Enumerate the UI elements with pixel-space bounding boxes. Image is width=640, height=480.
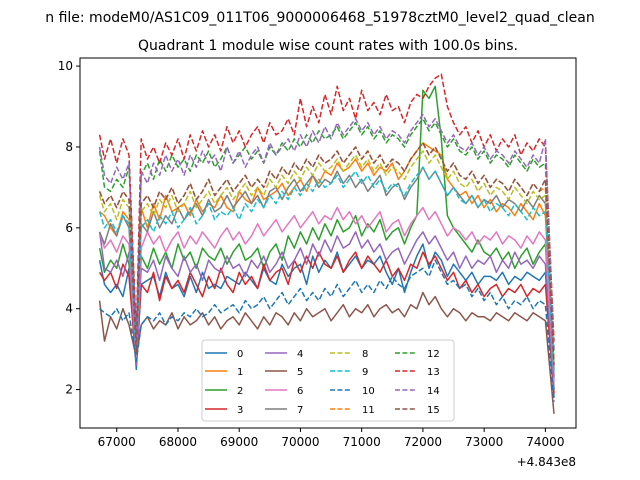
series-line-15 (98, 142, 555, 366)
x-tick-label: 70000 (281, 435, 319, 449)
legend-label-2: 2 (237, 386, 243, 397)
x-tick-label: 71000 (343, 435, 381, 449)
series-line-2 (98, 85, 555, 390)
legend-label-8: 8 (362, 349, 368, 360)
x-tick-label: 72000 (404, 435, 442, 449)
y-tick-label: 10 (58, 59, 73, 73)
legend-label-10: 10 (362, 386, 375, 397)
y-tick-label: 4 (65, 302, 73, 316)
legend-label-1: 1 (237, 367, 243, 378)
legend-label-13: 13 (427, 367, 440, 378)
legend-label-7: 7 (297, 405, 303, 416)
legend-label-14: 14 (427, 386, 440, 397)
plot-area (79, 57, 577, 429)
series-layer (98, 73, 555, 414)
x-tick-label: 74000 (526, 435, 564, 449)
series-line-0 (98, 243, 555, 398)
x-offset-label: +4.843e8 (517, 455, 576, 469)
series-line-8 (98, 150, 555, 366)
legend-label-3: 3 (237, 405, 243, 416)
series-line-14 (98, 113, 555, 350)
series-line-6 (98, 206, 555, 382)
legend-label-11: 11 (362, 405, 375, 416)
series-line-9 (98, 166, 555, 374)
x-tick-label: 69000 (220, 435, 258, 449)
chart-title: Quadrant 1 module wise count rates with … (138, 38, 518, 54)
x-tick-label: 73000 (465, 435, 503, 449)
legend-label-6: 6 (297, 386, 303, 397)
legend-label-4: 4 (297, 349, 303, 360)
axes-frame (79, 57, 577, 429)
series-line-12 (98, 117, 555, 354)
series-line-13 (98, 73, 555, 342)
series-line-4 (98, 231, 555, 390)
legend-label-9: 9 (362, 367, 368, 378)
legend-label-12: 12 (427, 349, 440, 360)
x-tick-label: 68000 (159, 435, 197, 449)
legend-label-5: 5 (297, 367, 303, 378)
y-tick-label: 6 (65, 221, 73, 235)
series-line-10 (99, 259, 555, 402)
y-axis: 2 4 6 8 10 (58, 59, 80, 397)
series-line-3 (98, 251, 555, 394)
y-tick-label: 8 (65, 140, 73, 154)
figure-suptitle: n file: modeM0/AS1C09_011T06_9000006468_… (45, 10, 594, 26)
y-tick-label: 2 (65, 383, 73, 397)
x-axis: 67000 68000 69000 70000 71000 72000 73000 74000 (98, 428, 564, 449)
x-tick-label: 67000 (98, 435, 136, 449)
legend-label-0: 0 (237, 349, 243, 360)
legend-label-15: 15 (427, 405, 440, 416)
legend-box (201, 339, 455, 422)
